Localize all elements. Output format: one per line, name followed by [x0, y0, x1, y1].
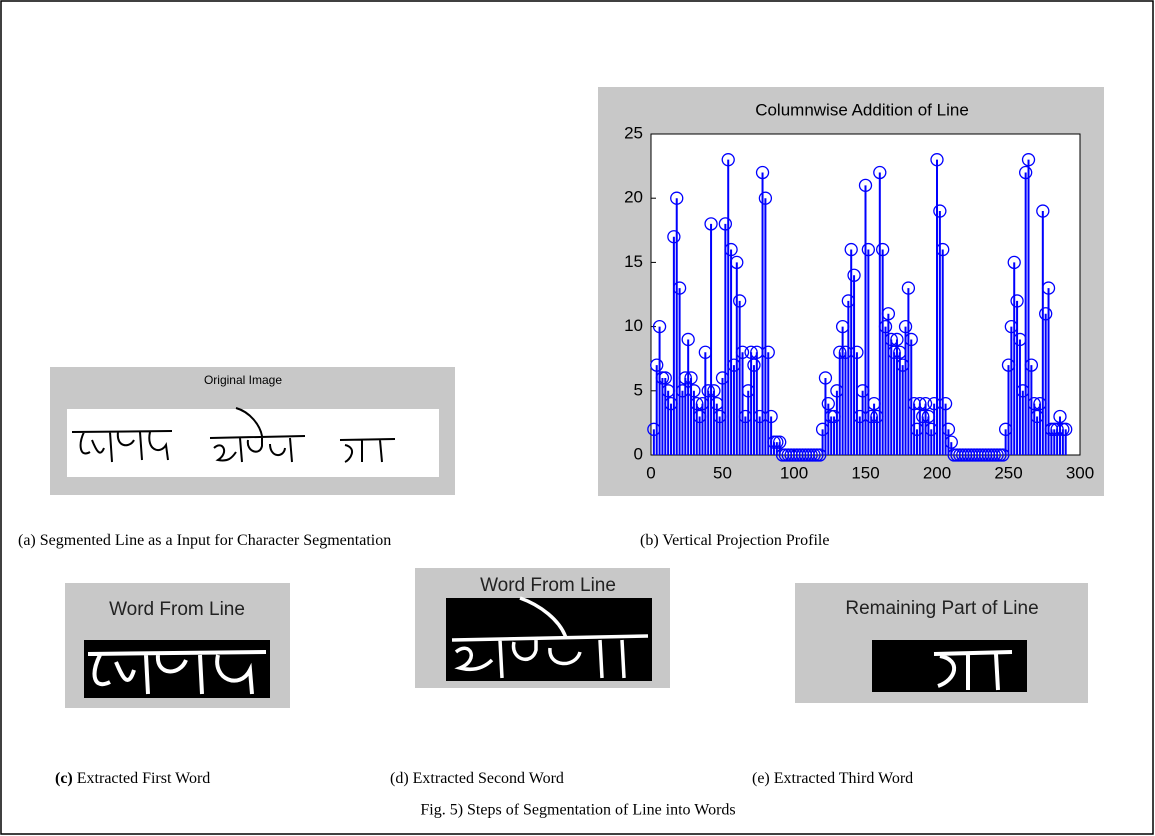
x-tick-label: 100 [780, 463, 808, 482]
caption: (c) Extracted First Word [55, 770, 210, 787]
x-tick-label: 300 [1066, 463, 1094, 482]
caption-text: Extracted Third Word [774, 770, 913, 787]
y-tick-label: 20 [624, 188, 643, 207]
caption-label: (c) [55, 770, 73, 787]
x-tick-label: 50 [713, 463, 732, 482]
y-tick-label: 5 [634, 380, 643, 399]
caption: (a) Segmented Line as a Input for Charac… [18, 532, 391, 549]
chart-title: Columnwise Addition of Line [755, 100, 969, 119]
caption-label: (b) [640, 532, 659, 549]
caption-label: (e) [752, 770, 770, 787]
caption-text: Segmented Line as a Input for Character … [40, 532, 391, 549]
caption: (e) Extracted Third Word [752, 770, 913, 787]
figure-caption: Fig. 5) Steps of Segmentation of Line in… [420, 802, 735, 819]
caption-label: (d) [390, 770, 409, 787]
caption-text: Extracted First Word [77, 770, 211, 787]
caption: (d) Extracted Second Word [390, 770, 564, 787]
image-area [872, 640, 1027, 692]
panel-title: Word From Line [480, 575, 616, 596]
x-tick-label: 0 [646, 463, 655, 482]
panel-title: Word From Line [109, 599, 245, 620]
caption-text: Vertical Projection Profile [662, 532, 829, 549]
caption-text: Extracted Second Word [413, 770, 564, 787]
panel-title: Remaining Part of Line [845, 598, 1038, 619]
y-tick-label: 25 [624, 123, 643, 142]
x-tick-label: 150 [851, 463, 879, 482]
panel-title: Original Image [204, 373, 282, 387]
y-tick-label: 10 [624, 316, 643, 335]
caption: (b) Vertical Projection Profile [640, 532, 829, 549]
x-tick-label: 250 [994, 463, 1022, 482]
caption-label: (a) [18, 532, 36, 549]
y-tick-label: 15 [624, 252, 643, 271]
figure: Original Image Columnwise Addition of Li… [0, 0, 1155, 836]
x-tick-label: 200 [923, 463, 951, 482]
y-tick-label: 0 [634, 444, 643, 463]
